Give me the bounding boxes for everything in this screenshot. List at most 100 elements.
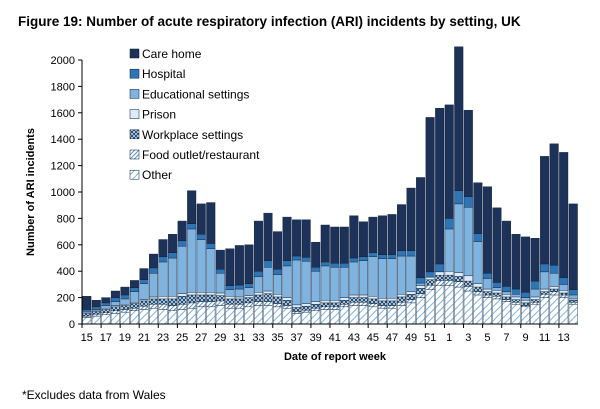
y-tick-label: 200 xyxy=(57,293,75,305)
bar-segment-workplace-settings-3 xyxy=(463,280,473,287)
bar-segment-care-home-52 xyxy=(435,107,445,265)
bar-segment-prison-22 xyxy=(149,296,159,300)
bar-segment-care-home-50 xyxy=(416,177,426,278)
bar-segment-hospital-16 xyxy=(91,306,101,310)
bar-segment-prison-10 xyxy=(530,296,540,300)
bar-segment-hospital-18 xyxy=(110,297,120,302)
legend-swatch-hospital xyxy=(129,68,140,79)
x-tick-label: 41 xyxy=(329,332,341,344)
bar-segment-care-home-49 xyxy=(406,187,416,251)
bar-segment-prison-52 xyxy=(435,271,445,276)
bar-segment-other-36 xyxy=(282,307,292,325)
bar-segment-other-47 xyxy=(387,307,397,325)
bar-segment-other-19 xyxy=(120,311,130,325)
bar-segment-educational-settings-42 xyxy=(339,267,349,298)
bar-segment-care-home-15 xyxy=(82,296,92,310)
bar-segment-educational-settings-19 xyxy=(120,298,130,305)
bar-segment-food-outlet-restaurant-36 xyxy=(282,305,292,309)
bar-segment-workplace-settings-22 xyxy=(149,298,159,305)
bar-segment-hospital-1 xyxy=(444,218,454,230)
bar-segment-other-31 xyxy=(234,307,244,325)
legend: Care home Hospital Educational settings Pri… xyxy=(129,47,260,182)
x-tick-label: 19 xyxy=(119,332,131,344)
bar-segment-workplace-settings-6 xyxy=(492,292,502,297)
bar-segment-food-outlet-restaurant-4 xyxy=(473,291,483,296)
bar-segment-care-home-18 xyxy=(110,290,120,298)
bar-segment-prison-7 xyxy=(501,294,511,298)
bar-segment-food-outlet-restaurant-48 xyxy=(397,302,407,306)
bar-segment-educational-settings-48 xyxy=(397,255,407,295)
bar-segment-hospital-41 xyxy=(330,263,340,268)
bar-segment-other-4 xyxy=(473,294,483,325)
bar-segment-hospital-11 xyxy=(540,263,550,273)
bar-segment-other-46 xyxy=(377,307,387,325)
bar-segment-other-39 xyxy=(311,310,321,325)
bar-segment-food-outlet-restaurant-37 xyxy=(292,311,302,314)
bar-segment-workplace-settings-37 xyxy=(292,307,302,312)
bar-segment-hospital-5 xyxy=(482,272,492,279)
x-tick-label: 5 xyxy=(484,332,490,344)
bar-segment-care-home-3 xyxy=(463,109,473,197)
bar-segment-workplace-settings-41 xyxy=(330,302,340,308)
bar-segment-hospital-44 xyxy=(358,256,368,261)
bar-segment-hospital-20 xyxy=(129,287,139,292)
bar-segment-other-21 xyxy=(139,309,149,325)
bar-segment-other-3 xyxy=(463,290,473,325)
bar-segment-prison-50 xyxy=(416,285,426,289)
bar-segment-food-outlet-restaurant-25 xyxy=(177,304,187,310)
bar-segment-educational-settings-28 xyxy=(206,248,216,293)
bar-segment-workplace-settings-2 xyxy=(454,276,464,282)
bar-segment-other-34 xyxy=(263,305,273,325)
bar-segment-other-16 xyxy=(91,315,101,325)
bar-segment-care-home-26 xyxy=(187,190,197,224)
bar-segment-care-home-8 xyxy=(511,234,521,290)
bar-segment-other-41 xyxy=(330,309,340,325)
bar-segment-prison-23 xyxy=(158,296,168,300)
bar-segment-educational-settings-6 xyxy=(492,287,502,291)
bar-segment-care-home-12 xyxy=(549,143,559,266)
bar-segment-food-outlet-restaurant-5 xyxy=(482,294,492,298)
bar-segment-hospital-22 xyxy=(149,267,159,274)
bar-segment-prison-28 xyxy=(206,292,216,296)
x-tick-label: 33 xyxy=(252,332,264,344)
bar-segment-educational-settings-7 xyxy=(501,291,511,295)
bar-segment-food-outlet-restaurant-11 xyxy=(540,294,550,298)
y-tick-label: 1200 xyxy=(51,161,75,173)
bar-segment-other-20 xyxy=(129,310,139,325)
bar-segment-workplace-settings-16 xyxy=(91,311,101,315)
bar-segment-prison-11 xyxy=(540,288,550,292)
bar-segment-food-outlet-restaurant-2 xyxy=(454,281,464,288)
bar-segment-other-50 xyxy=(416,297,426,325)
bar-segment-food-outlet-restaurant-47 xyxy=(387,305,397,309)
bar-segment-other-9 xyxy=(521,306,531,325)
bar-segment-food-outlet-restaurant-14 xyxy=(568,302,578,305)
bar-segment-care-home-11 xyxy=(540,156,550,265)
bar-segment-hospital-30 xyxy=(225,285,235,290)
bar-segment-hospital-15 xyxy=(82,309,92,313)
bar-segment-hospital-6 xyxy=(492,282,502,288)
bar-segment-food-outlet-restaurant-34 xyxy=(263,301,273,306)
bar-segment-food-outlet-restaurant-39 xyxy=(311,307,321,312)
bar-segment-hospital-38 xyxy=(301,257,311,262)
bars xyxy=(82,46,578,325)
bar-segment-prison-9 xyxy=(521,300,531,304)
bar-segment-workplace-settings-25 xyxy=(177,296,187,305)
bar-segment-hospital-9 xyxy=(521,292,531,298)
x-tick-label: 29 xyxy=(214,332,226,344)
bar-segment-educational-settings-30 xyxy=(225,289,235,297)
x-tick-label: 37 xyxy=(290,332,302,344)
x-tick-labels: 15 17 19 21 23 25 27 29 31 33 35 37 39 41 43 45 47 49 51 1 3… xyxy=(81,324,570,344)
bar-segment-other-17 xyxy=(101,314,111,325)
bar-segment-workplace-settings-20 xyxy=(129,303,139,309)
bar-segment-prison-3 xyxy=(463,275,473,282)
bar-segment-food-outlet-restaurant-31 xyxy=(234,304,244,309)
bar-segment-workplace-settings-35 xyxy=(273,296,283,304)
bar-segment-other-23 xyxy=(158,309,168,325)
bar-segment-care-home-9 xyxy=(521,236,531,293)
x-tick-label: 23 xyxy=(157,332,169,344)
chart-title: Figure 19: Number of acute respiratory i… xyxy=(18,14,521,29)
bar-segment-other-5 xyxy=(482,297,492,325)
bar-segment-prison-8 xyxy=(511,296,521,300)
bar-segment-hospital-8 xyxy=(511,288,521,295)
bar-segment-prison-4 xyxy=(473,283,483,288)
